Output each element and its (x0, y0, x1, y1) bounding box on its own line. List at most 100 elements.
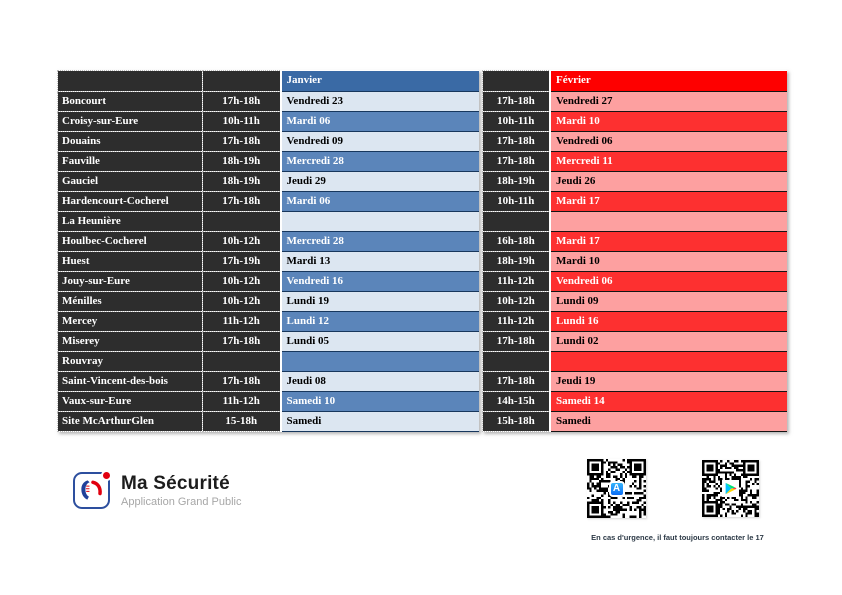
january-schedule-table: Janvier Boncourt 17h-18h Vendredi 23 Croisy… (57, 70, 479, 432)
schedule-row: Gauciel 18h-19h Jeudi 29 (57, 171, 479, 192)
notification-badge (101, 470, 112, 481)
february-date-cell: Mardi 10 (549, 251, 787, 272)
january-date-cell: Mardi 06 (279, 191, 479, 212)
schedule-row: 17h-18h Jeudi 19 (481, 371, 787, 392)
february-date-cell (549, 351, 787, 372)
january-time-cell: 17h-18h (202, 371, 281, 392)
schedule-row: Mercey 11h-12h Lundi 12 (57, 311, 479, 332)
schedule-row: Huest 17h-19h Mardi 13 (57, 251, 479, 272)
february-date-cell: Samedi 14 (549, 391, 787, 412)
january-time-cell: 17h-19h (202, 251, 281, 272)
schedule-row: Houlbec-Cocherel 10h-12h Mercredi 28 (57, 231, 479, 252)
february-time-cell: 15h-18h (481, 411, 551, 432)
schedule-row: Douains 17h-18h Vendredi 09 (57, 131, 479, 152)
schedule-row (481, 351, 787, 372)
january-date-cell: Samedi 10 (279, 391, 479, 412)
january-date-cell: Mardi 13 (279, 251, 479, 272)
january-time-cell: 10h-12h (202, 271, 281, 292)
location-name-cell: Gauciel (57, 171, 203, 192)
february-date-cell: Mercredi 11 (549, 151, 787, 172)
january-time-cell: 11h-12h (202, 391, 281, 412)
schedule-row: 17h-18h Vendredi 27 (481, 91, 787, 112)
january-time-cell: 10h-12h (202, 291, 281, 312)
header-spacer-location (57, 70, 203, 92)
january-time-cell (202, 211, 281, 232)
february-time-cell (481, 351, 551, 372)
january-date-cell: Mercredi 28 (279, 151, 479, 172)
schedule-row: 14h-15h Samedi 14 (481, 391, 787, 412)
january-time-cell: 10h-11h (202, 111, 281, 132)
schedule-row: 17h-18h Mercredi 11 (481, 151, 787, 172)
header-row: Février (481, 70, 787, 92)
location-name-cell: Boncourt (57, 91, 203, 112)
schedule-row: Site McArthurGlen 15-18h Samedi (57, 411, 479, 432)
january-time-cell: 17h-18h (202, 131, 281, 152)
brand-subtitle: Application Grand Public (121, 496, 242, 508)
january-time-cell: 15-18h (202, 411, 281, 432)
february-date-cell: Samedi (549, 411, 787, 432)
january-date-cell: Mercredi 28 (279, 231, 479, 252)
schedule-row: 10h-12h Lundi 09 (481, 291, 787, 312)
january-date-cell: Vendredi 16 (279, 271, 479, 292)
schedule-row: Boncourt 17h-18h Vendredi 23 (57, 91, 479, 112)
february-date-cell: Lundi 09 (549, 291, 787, 312)
january-date-cell: Vendredi 23 (279, 91, 479, 112)
january-date-cell: Lundi 12 (279, 311, 479, 332)
february-time-cell: 11h-12h (481, 311, 551, 332)
marianne-phone-icon (81, 480, 102, 500)
google-play-icon (722, 480, 739, 497)
schedule-row: 11h-12h Lundi 16 (481, 311, 787, 332)
february-time-cell: 17h-18h (481, 331, 551, 352)
location-name-cell: Mercey (57, 311, 203, 332)
play-triangle-icon (725, 482, 737, 495)
schedule-tables: Janvier Boncourt 17h-18h Vendredi 23 Croisy… (57, 70, 787, 432)
february-time-cell: 11h-12h (481, 271, 551, 292)
header-spacer-february-time (481, 70, 551, 92)
january-time-cell: 11h-12h (202, 311, 281, 332)
schedule-row: Vaux-sur-Eure 11h-12h Samedi 10 (57, 391, 479, 412)
february-date-cell: Mardi 17 (549, 191, 787, 212)
schedule-row: 17h-18h Lundi 02 (481, 331, 787, 352)
schedule-row: 17h-18h Vendredi 06 (481, 131, 787, 152)
emergency-note: En cas d'urgence, il faut toujours conta… (591, 533, 764, 542)
february-time-cell: 10h-11h (481, 111, 551, 132)
february-date-cell: Lundi 16 (549, 311, 787, 332)
location-name-cell: Houlbec-Cocherel (57, 231, 203, 252)
brand-text: Ma Sécurité Application Grand Public (121, 473, 241, 508)
february-time-cell: 16h-18h (481, 231, 551, 252)
january-date-cell: Jeudi 08 (279, 371, 479, 392)
february-date-cell: Jeudi 19 (549, 371, 787, 392)
january-date-cell: Jeudi 29 (279, 171, 479, 192)
app-store-icon: A (608, 480, 625, 497)
brand-title: Ma Sécurité (121, 473, 230, 494)
january-time-cell: 17h-18h (202, 191, 281, 212)
february-date-cell (549, 211, 787, 232)
location-name-cell: Croisy-sur-Eure (57, 111, 203, 132)
location-name-cell: Hardencourt-Cocherel (57, 191, 203, 212)
january-time-cell: 17h-18h (202, 331, 281, 352)
february-date-cell: Vendredi 06 (549, 271, 787, 292)
location-name-cell: Vaux-sur-Eure (57, 391, 203, 412)
ma-securite-app-icon (73, 470, 112, 509)
schedule-row: 10h-11h Mardi 10 (481, 111, 787, 132)
january-month-header: Janvier (279, 70, 479, 92)
february-date-cell: Mardi 17 (549, 231, 787, 252)
ma-securite-logo: Ma Sécurité Application Grand Public (73, 470, 241, 509)
schedule-row: 18h-19h Mardi 10 (481, 251, 787, 272)
schedule-row: 16h-18h Mardi 17 (481, 231, 787, 252)
february-date-cell: Jeudi 26 (549, 171, 787, 192)
location-name-cell: La Heunière (57, 211, 203, 232)
february-schedule-table: Février 17h-18h Vendredi 27 10h-11h Mardi 1… (481, 70, 787, 432)
january-date-cell: Lundi 19 (279, 291, 479, 312)
schedule-row: Saint-Vincent-des-bois 17h-18h Jeudi 08 (57, 371, 479, 392)
february-time-cell: 10h-11h (481, 191, 551, 212)
location-name-cell: Huest (57, 251, 203, 272)
february-time-cell: 17h-18h (481, 131, 551, 152)
googleplay-qr-code (702, 460, 759, 517)
january-date-cell: Mardi 06 (279, 111, 479, 132)
february-date-cell: Vendredi 06 (549, 131, 787, 152)
header-row: Janvier (57, 70, 479, 92)
schedule-row: 10h-11h Mardi 17 (481, 191, 787, 212)
location-name-cell: Miserey (57, 331, 203, 352)
schedule-row (481, 211, 787, 232)
